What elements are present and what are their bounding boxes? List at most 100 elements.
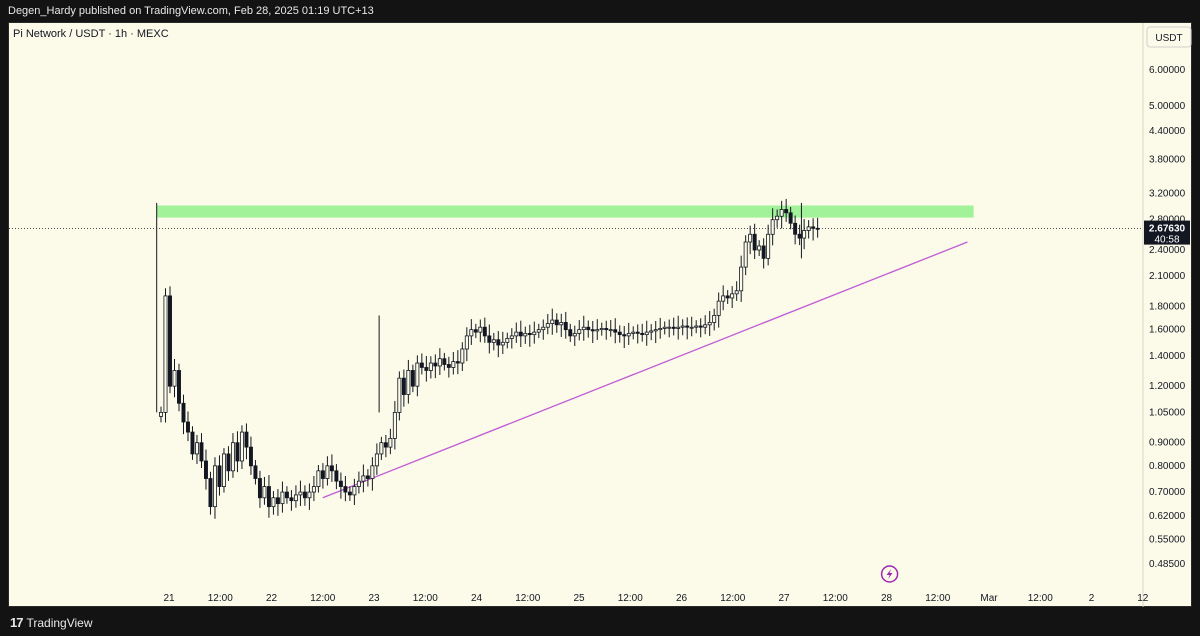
y-tick-label: 1.40000 (1149, 351, 1186, 362)
x-tick-label: 12:00 (823, 593, 848, 604)
candle-up (500, 341, 505, 346)
candle-up (766, 233, 771, 259)
candle-up (379, 442, 384, 455)
candle-up (392, 412, 397, 439)
x-tick-label: 12:00 (1028, 593, 1053, 604)
candle-down (797, 233, 802, 239)
candle-up (509, 335, 514, 339)
candle-up (572, 332, 577, 337)
tradingview-logo[interactable]: 17 TradingView (10, 615, 93, 630)
candle-up (505, 338, 510, 343)
candle-up (716, 300, 721, 316)
y-tick-label: 1.05000 (1149, 407, 1186, 418)
candle-down (487, 335, 492, 343)
candle-down (635, 331, 640, 334)
candle-down (482, 326, 487, 337)
candle-up (307, 491, 312, 499)
candle-up (644, 331, 649, 336)
candle-up (406, 370, 411, 395)
candle-up (212, 465, 217, 508)
x-tick-label: 26 (676, 593, 688, 604)
candle-up (172, 370, 177, 387)
candle-down (226, 453, 231, 472)
candle-up (721, 295, 726, 302)
y-tick-label: 1.20000 (1149, 381, 1186, 392)
candle-down (527, 332, 532, 336)
candle-up (694, 325, 699, 328)
candle-down (289, 497, 294, 502)
candle-up (361, 475, 366, 482)
candle-down (181, 402, 186, 423)
candle-up (802, 230, 807, 239)
candle-up (388, 437, 393, 448)
chart-frame[interactable]: Pi Network / USDT · 1h · MEXC USDT 6.00000… (8, 22, 1193, 608)
candle-down (811, 226, 816, 229)
candle-down (177, 370, 181, 404)
candle-up (356, 480, 361, 487)
candle-down (302, 491, 307, 499)
candle-down (473, 329, 478, 333)
candle-up (550, 319, 555, 325)
candle-down (365, 475, 370, 479)
candle-down (266, 486, 271, 508)
candle-up (712, 315, 717, 323)
candle-up (667, 326, 672, 329)
candle-down (563, 322, 568, 331)
x-tick-label: 24 (471, 593, 483, 604)
candle-up (770, 219, 775, 235)
candle-down (622, 334, 627, 337)
candle-up (631, 331, 636, 334)
candle-down (338, 480, 343, 487)
y-tick-label: 3.20000 (1149, 188, 1186, 199)
candle-up (689, 326, 694, 329)
candle-up (680, 325, 685, 328)
price-chart[interactable]: Pi Network / USDT · 1h · MEXC USDT 6.00000… (9, 23, 1193, 608)
x-tick-label: 25 (573, 593, 585, 604)
candle-up (415, 362, 420, 387)
candle-up (221, 453, 226, 487)
chart-title: Pi Network / USDT · 1h · MEXC (13, 28, 169, 40)
publisher-text: Degen_Hardy published on TradingView.com… (8, 5, 374, 17)
x-tick-label: 12 (1137, 593, 1149, 604)
candle-up (806, 226, 811, 231)
candle-down (752, 233, 757, 251)
candle-down (419, 362, 424, 368)
candle-up (662, 326, 667, 329)
candle-up (397, 377, 402, 413)
bottom-bar: 17 TradingView (0, 607, 1200, 636)
candle-up (581, 326, 586, 331)
candle-down (442, 358, 447, 365)
x-tick-label: 12:00 (208, 593, 233, 604)
candle-up (370, 465, 375, 479)
resistance-zone (156, 205, 974, 218)
candle-up (707, 322, 712, 326)
candle-down (248, 446, 253, 467)
candle-down (446, 364, 451, 368)
candle-down (568, 329, 573, 337)
candle-up (658, 328, 663, 331)
y-tick-label: 0.80000 (1149, 461, 1186, 472)
candle-down (725, 295, 730, 299)
candle-down (253, 465, 258, 479)
lightning-icon-glyph (886, 569, 893, 579)
candle-up (775, 215, 780, 221)
candle-down (203, 460, 208, 479)
currency-label: USDT (1155, 33, 1182, 44)
candle-up (374, 453, 379, 467)
candle-down (401, 377, 406, 395)
candle-up (757, 245, 762, 251)
y-tick-label: 1.60000 (1149, 325, 1186, 336)
candle-down (410, 370, 415, 387)
currency-box (1146, 26, 1192, 48)
candle-up (293, 494, 298, 502)
y-tick-label: 1.80000 (1149, 302, 1186, 313)
candle-down (433, 362, 438, 367)
x-tick-label: 12:00 (413, 593, 438, 604)
y-tick-label: 3.80000 (1149, 155, 1186, 166)
y-tick-label: 0.62000 (1149, 511, 1186, 522)
candle-down (284, 491, 289, 499)
candle-down (199, 442, 204, 462)
candle-down (518, 331, 523, 337)
candle-down (347, 491, 352, 496)
candle-down (784, 209, 789, 214)
